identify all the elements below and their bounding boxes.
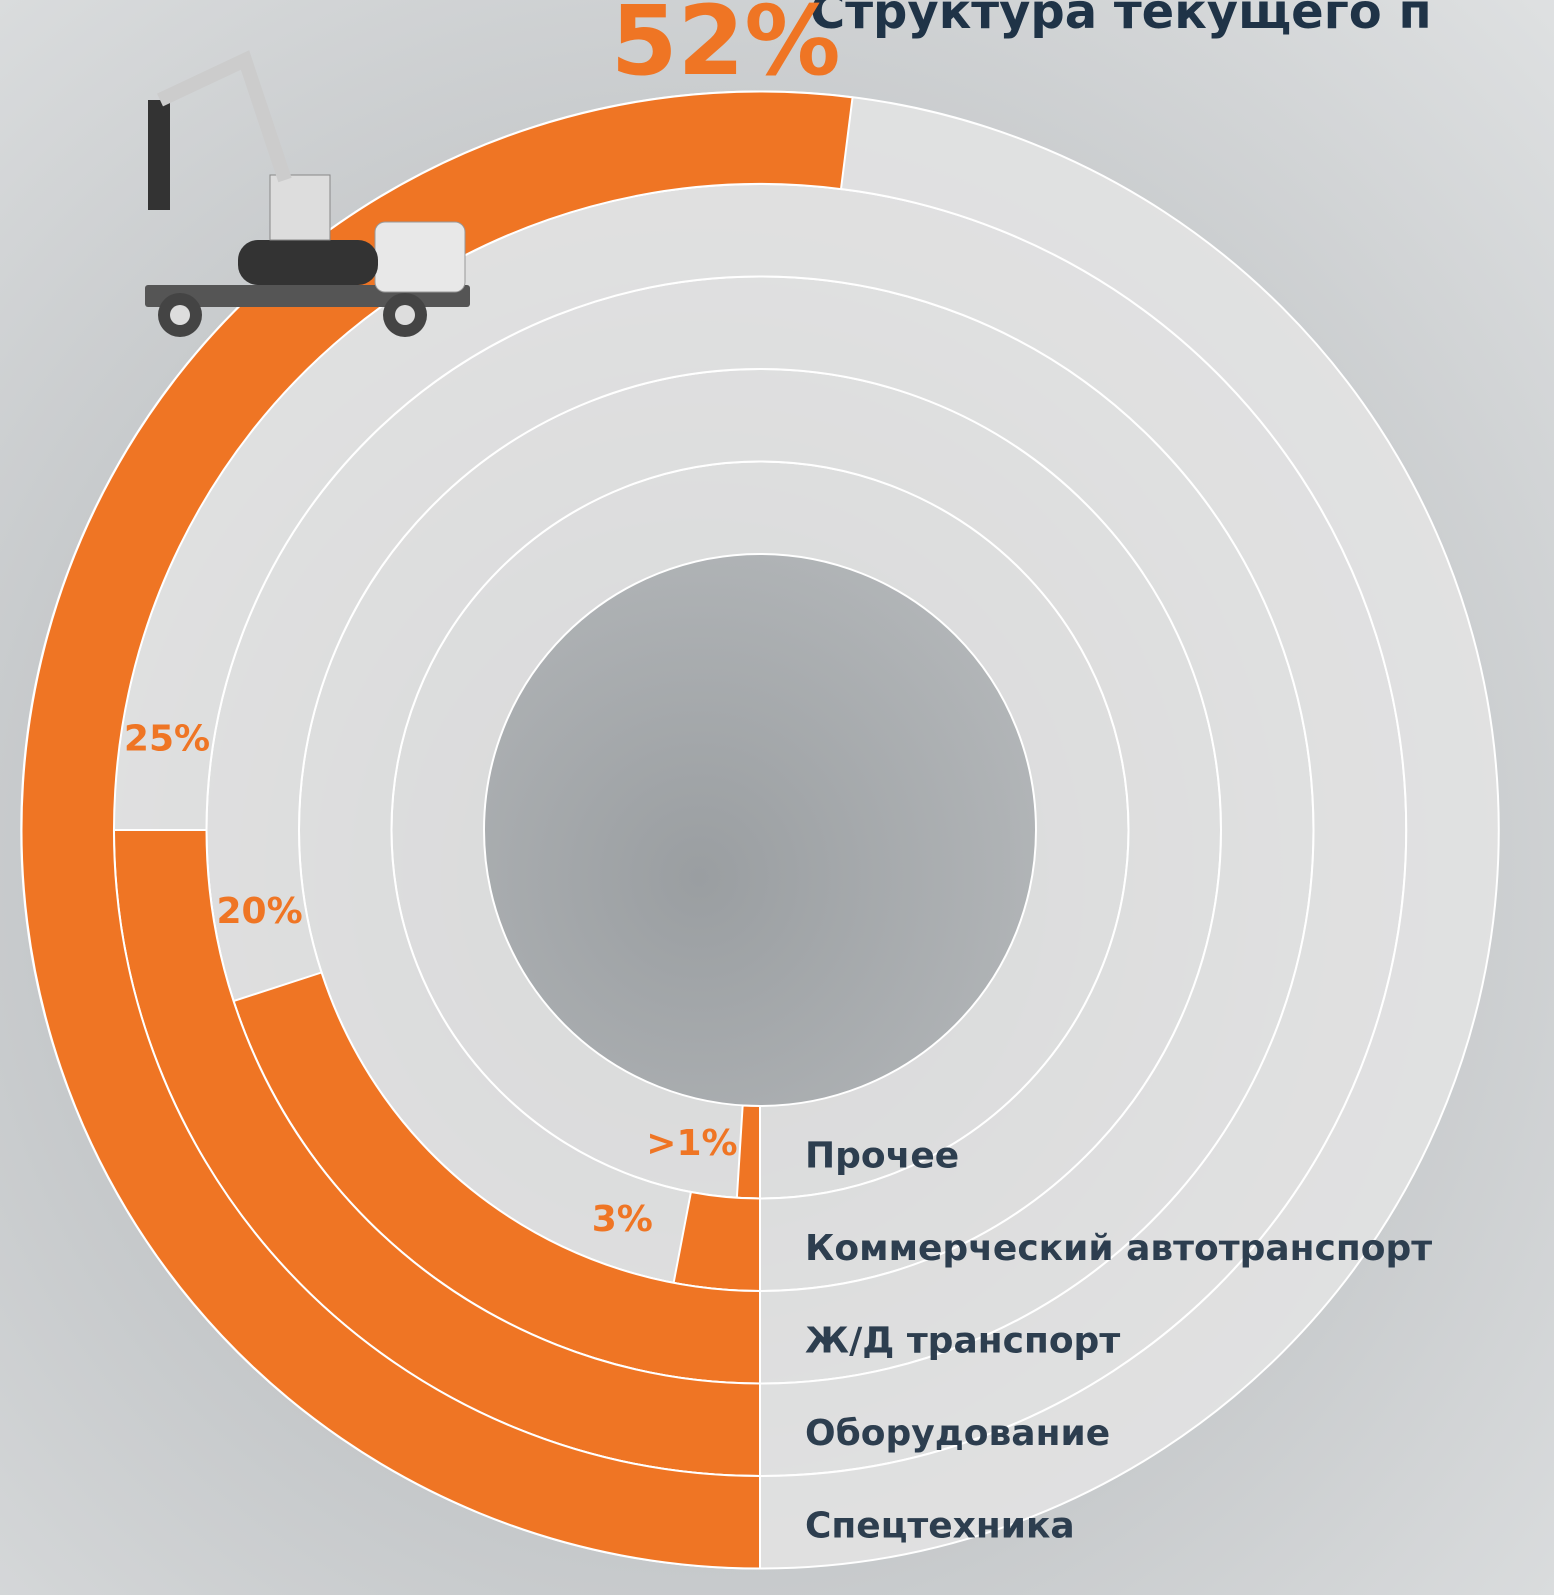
value-label: 20% bbox=[216, 891, 302, 932]
value-label: 25% bbox=[124, 718, 210, 759]
category-label: Спецтехника bbox=[805, 1505, 1075, 1546]
value-label: >1% bbox=[646, 1123, 737, 1164]
category-label: Ж/Д транспорт bbox=[805, 1320, 1120, 1361]
category-label: Коммерческий автотранспорт bbox=[805, 1228, 1432, 1269]
chart: Структура текущего п >1% Прочее 3% Коммерче… bbox=[0, 0, 1554, 1595]
value-label: 3% bbox=[592, 1199, 653, 1240]
page: Структура текущего п >1% Прочее 3% Коммерче… bbox=[0, 0, 1554, 1595]
value-label: 52% bbox=[611, 0, 841, 97]
category-label: Оборудование bbox=[805, 1413, 1110, 1454]
chart-title: Структура текущего п bbox=[810, 0, 1432, 40]
category-label: Прочее bbox=[805, 1135, 959, 1176]
